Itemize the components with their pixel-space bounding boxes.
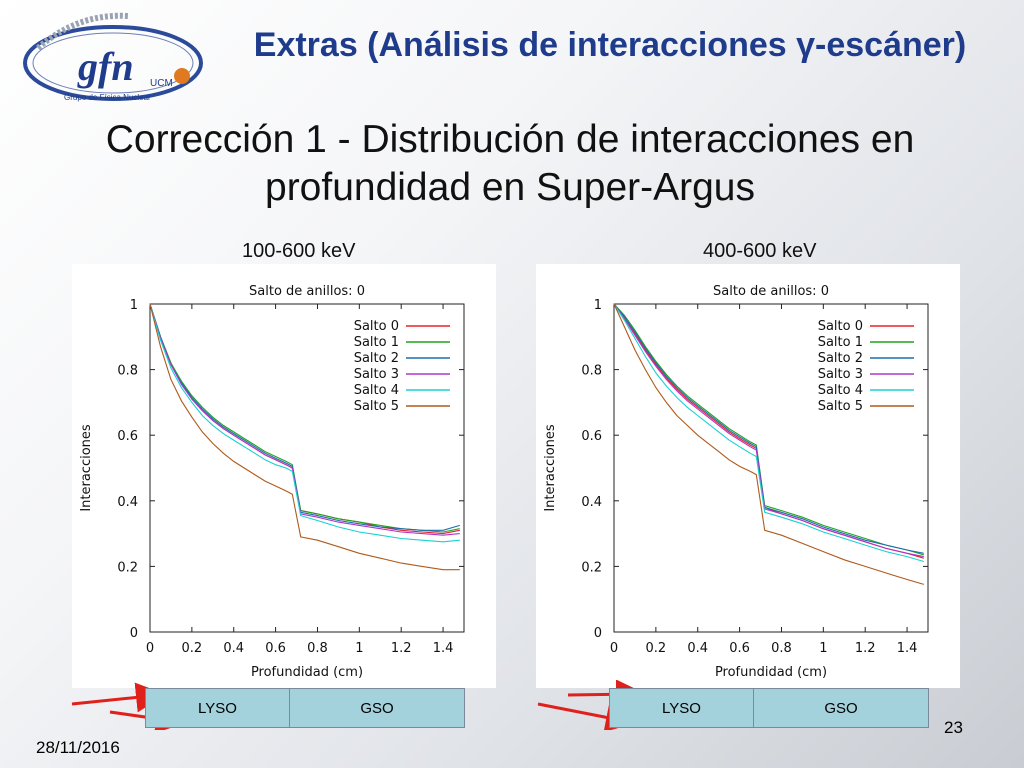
slide-title: Corrección 1 - Distribución de interacci…	[105, 118, 915, 209]
x-tick-label: 1.2	[855, 641, 876, 656]
series-line-salto-1	[613, 303, 924, 556]
legend-label: Salto 0	[818, 319, 863, 334]
y-tick-label: 1	[594, 298, 602, 313]
x-tick-label: 0.8	[307, 641, 328, 656]
y-tick-label: 0	[594, 626, 602, 641]
series-line-salto-2	[149, 303, 460, 531]
crystal-label-gso: GSO	[753, 689, 928, 727]
y-tick-label: 0.4	[117, 495, 138, 510]
series-line-salto-4	[613, 303, 924, 563]
x-tick-label: 0	[146, 641, 154, 656]
x-tick-label: 0.6	[265, 641, 286, 656]
y-tick-label: 0.4	[581, 495, 602, 510]
legend-label: Salto 0	[354, 319, 399, 334]
crystal-label-lyso: LYSO	[198, 699, 237, 717]
y-tick-label: 0.6	[117, 429, 138, 444]
x-tick-label: 0.4	[223, 641, 244, 656]
energy-label-left: 100-600 keV	[242, 240, 356, 262]
legend-label: Salto 2	[818, 351, 863, 366]
legend-label: Salto 4	[354, 383, 399, 398]
x-tick-label: 1.4	[433, 641, 454, 656]
y-tick-label: 0.6	[581, 429, 602, 444]
y-axis-label: Interacciones	[79, 424, 94, 512]
x-tick-label: 1	[819, 641, 827, 656]
series-line-salto-3	[613, 303, 924, 558]
crystal-bar-right: LYSO GSO	[609, 688, 929, 728]
header-title: Extras (Análisis de interacciones γ-escá…	[253, 26, 967, 64]
plot-panel-right: Salto de anillos: 0 0 0.2 0.4 0.6 0.8 1 1.2 1.4 0…	[536, 264, 960, 688]
plot-panel-left: Salto de anillos: 0 0 0.2 0.4 0.6 0.8 1 1.2 1.4 0…	[72, 264, 496, 688]
x-tick-label: 1	[355, 641, 363, 656]
chart-title: Salto de anillos: 0	[249, 284, 365, 299]
plot-frame	[149, 303, 465, 633]
series-line-salto-4	[149, 303, 460, 543]
page-number: 23	[944, 718, 963, 737]
logo-subtext: UCM	[150, 78, 173, 89]
x-axis-label: Profundidad (cm)	[251, 665, 363, 680]
chart-title: Salto de anillos: 0	[713, 284, 829, 299]
legend-label: Salto 3	[354, 367, 399, 382]
depth-chart-left: Salto de anillos: 0 0 0.2 0.4 0.6 0.8 1 1.2 1.4 0…	[79, 284, 465, 680]
footer-date: 28/11/2016	[36, 738, 120, 757]
x-tick-label: 0.6	[729, 641, 750, 656]
series-line-salto-5	[149, 303, 460, 571]
y-tick-label: 1	[130, 298, 138, 313]
y-tick-label: 0.2	[581, 560, 602, 575]
x-tick-label: 0.2	[182, 641, 203, 656]
depth-chart-right: Salto de anillos: 0 0 0.2 0.4 0.6 0.8 1 1.2 1.4 0…	[543, 284, 929, 680]
series-line-salto-2	[613, 303, 924, 554]
y-axis-label: Interacciones	[543, 424, 558, 512]
legend-label: Salto 2	[354, 351, 399, 366]
crystal-bar-left: LYSO GSO	[145, 688, 465, 728]
crystal-label-gso: GSO	[289, 689, 464, 727]
y-tick-label: 0.8	[117, 364, 138, 379]
logo-caption: Grupo de Física Nuclear	[64, 93, 151, 102]
legend-label: Salto 5	[818, 399, 863, 414]
series-line-salto-1	[149, 303, 460, 533]
plot-frame	[613, 303, 929, 633]
logo-text: gfn	[77, 44, 134, 89]
legend-label: Salto 4	[818, 383, 863, 398]
x-tick-label: 0	[610, 641, 618, 656]
y-tick-label: 0.2	[117, 560, 138, 575]
series-line-salto-5	[613, 303, 924, 585]
x-tick-label: 1.4	[897, 641, 918, 656]
x-tick-label: 0.2	[646, 641, 667, 656]
y-tick-label: 0	[130, 626, 138, 641]
x-tick-label: 1.2	[391, 641, 412, 656]
x-tick-label: 0.8	[771, 641, 792, 656]
series-line-salto-3	[149, 303, 460, 536]
legend-label: Salto 1	[354, 335, 399, 350]
legend-label: Salto 5	[354, 399, 399, 414]
legend-label: Salto 1	[818, 335, 863, 350]
x-tick-label: 0.4	[687, 641, 708, 656]
energy-label-right: 400-600 keV	[703, 240, 817, 262]
crystal-label-lyso: LYSO	[662, 699, 701, 717]
y-tick-label: 0.8	[581, 364, 602, 379]
x-axis-label: Profundidad (cm)	[715, 665, 827, 680]
series-line-salto-0	[149, 303, 460, 535]
gfn-logo: gfn UCM Grupo de Física Nuclear	[23, 12, 203, 102]
legend-label: Salto 3	[818, 367, 863, 382]
